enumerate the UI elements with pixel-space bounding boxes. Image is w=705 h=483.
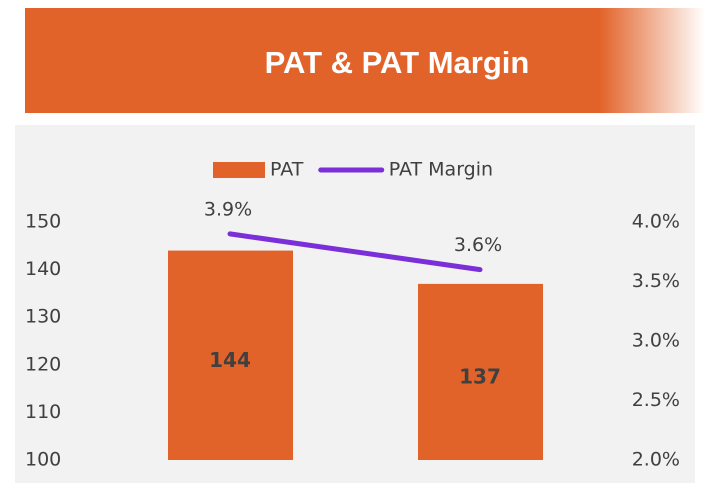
chart-panel <box>15 125 695 483</box>
banner-fade <box>600 8 705 113</box>
banner-title: PAT & PAT Margin <box>265 45 530 80</box>
legend-label: PAT Margin <box>389 159 493 181</box>
y2-tick-label: 3.0% <box>632 330 680 352</box>
y-tick-label: 150 <box>25 211 61 233</box>
y-tick-label: 100 <box>25 449 61 471</box>
banner <box>25 8 600 113</box>
y2-tick-label: 2.0% <box>632 449 680 471</box>
y2-tick-label: 4.0% <box>632 211 680 233</box>
y2-tick-label: 3.5% <box>632 270 680 292</box>
line <box>227 231 483 273</box>
y-tick-label: 140 <box>25 258 61 280</box>
bar-value-label: 144 <box>209 348 251 372</box>
y-tick-label: 110 <box>25 401 61 423</box>
y2-tick-label: 2.5% <box>632 389 680 411</box>
line-value-label: 3.9% <box>204 198 252 220</box>
legend-swatch <box>213 162 265 178</box>
line-value-label: 3.6% <box>454 234 502 256</box>
y-tick-label: 120 <box>25 353 61 375</box>
bar <box>168 250 293 460</box>
y-tick-label: 130 <box>25 306 61 328</box>
bar-value-label: 137 <box>459 364 501 388</box>
legend-label: PAT <box>270 159 304 181</box>
bar <box>418 283 543 460</box>
